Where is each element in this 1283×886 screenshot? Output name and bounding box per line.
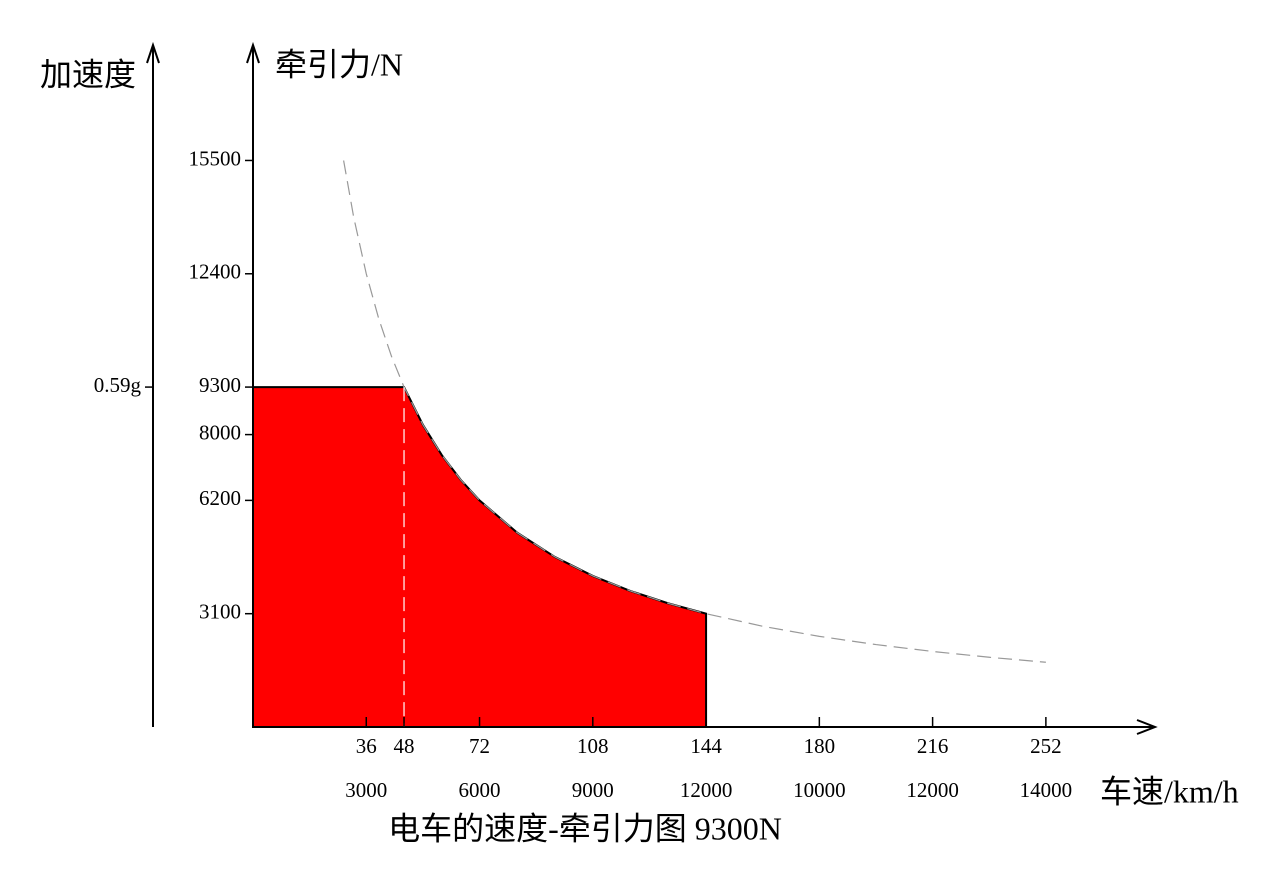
x-tick-label: 48 — [394, 734, 415, 758]
x-arrow — [1136, 719, 1158, 735]
x-tick-label: 72 — [469, 734, 490, 758]
y-axis-label: 牵引力/N — [275, 46, 403, 82]
x-tick-label: 180 — [804, 734, 836, 758]
x-tick-sublabel: 10000 — [793, 778, 846, 802]
chart-title: 电车的速度-牵引力图 9300N — [388, 810, 782, 846]
x-tick-sublabel: 3000 — [345, 778, 387, 802]
y-tick-label: 8000 — [199, 420, 241, 444]
left-arrow — [146, 41, 160, 64]
x-tick-label: 36 — [356, 734, 377, 758]
x-tick-label: 108 — [577, 734, 609, 758]
left-axis-label: 加速度 — [40, 56, 136, 92]
y-arrow — [246, 41, 260, 64]
left-tick-label: 0.59g — [94, 373, 142, 397]
y-tick-label: 12400 — [189, 260, 242, 284]
x-tick-sublabel: 6000 — [459, 778, 501, 802]
x-tick-label: 252 — [1030, 734, 1062, 758]
x-tick-sublabel: 12000 — [680, 778, 733, 802]
traction-area — [252, 386, 708, 728]
x-tick-label: 216 — [917, 734, 949, 758]
y-tick-label: 9300 — [199, 373, 241, 397]
x-tick-sublabel: 9000 — [572, 778, 614, 802]
y-tick-label: 3100 — [199, 600, 241, 624]
power-curve — [343, 160, 1046, 663]
x-tick-label: 144 — [690, 734, 722, 758]
y-tick-label: 15500 — [189, 146, 242, 170]
x-axis-label: 车速/km/h — [1100, 773, 1239, 809]
y-tick-label: 6200 — [199, 486, 241, 510]
x-tick-sublabel: 12000 — [906, 778, 959, 802]
x-tick-sublabel: 14000 — [1020, 778, 1073, 802]
